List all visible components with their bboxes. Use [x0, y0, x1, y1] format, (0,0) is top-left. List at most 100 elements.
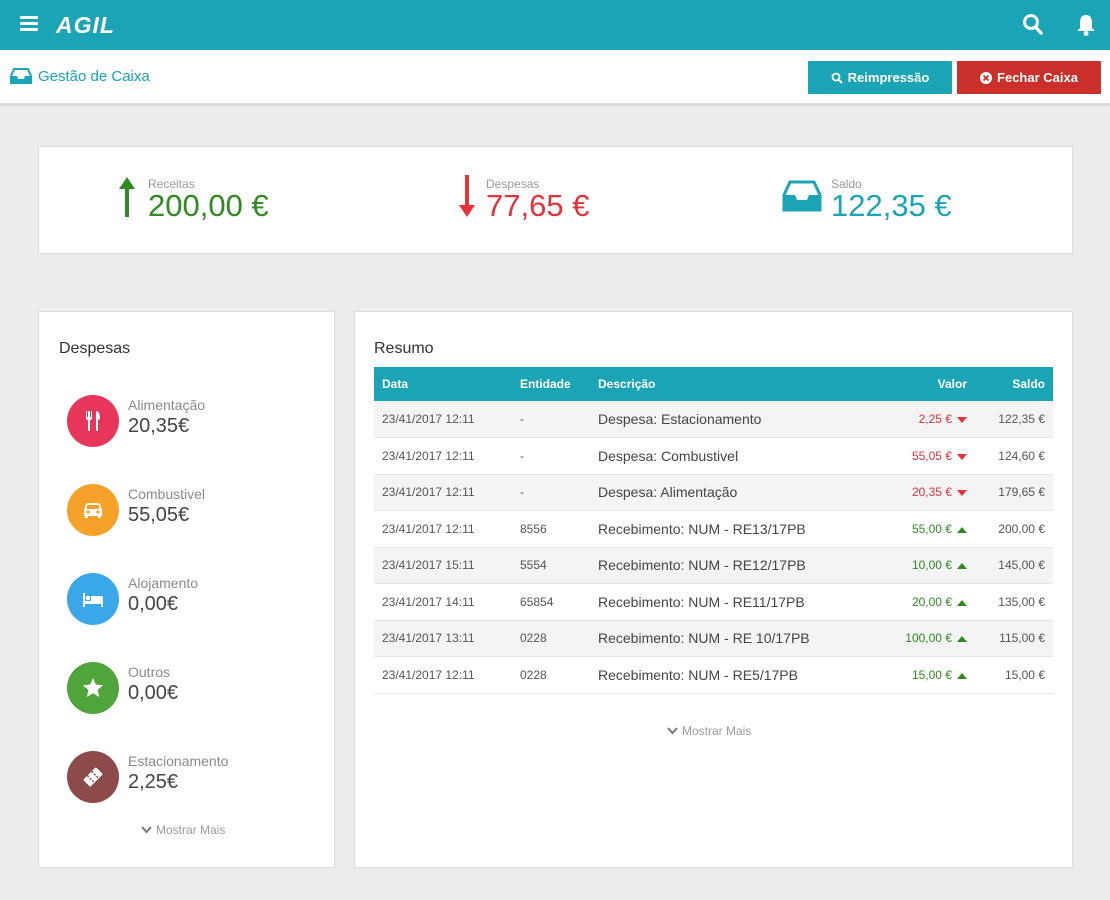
cell-description: Despesa: Estacionamento [590, 401, 880, 438]
column-header-description[interactable]: Descrição [598, 377, 656, 391]
table-row[interactable]: 23/41/2017 12:11 8556 Recebimento: NUM - R… [374, 511, 1053, 548]
table-row[interactable]: 23/41/2017 12:11 - Despesa: Alimentação 20,… [374, 474, 1053, 511]
table-row[interactable]: 23/41/2017 15:11 5554 Recebimento: NUM - R… [374, 547, 1053, 584]
column-header-entity[interactable]: Entidade [520, 377, 571, 391]
cell-balance-text: 122,35 € [998, 412, 1045, 426]
cell-balance: 15,00 € [975, 657, 1053, 694]
expense-category-lodging[interactable]: Alojamento 0,00€ [67, 573, 317, 633]
cell-entity: 5554 [512, 547, 590, 584]
cell-description: Recebimento: NUM - RE 10/17PB [590, 620, 880, 657]
reprint-button[interactable]: Reimpressão [808, 61, 952, 94]
cell-entity: 0228 [512, 657, 590, 694]
caret-up-icon [957, 526, 967, 533]
bed-icon [83, 593, 103, 607]
expense-category-value: 55,05€ [128, 504, 190, 526]
cell-description-text: Recebimento: NUM - RE5/17PB [598, 666, 798, 683]
table-row[interactable]: 23/41/2017 12:11 - Despesa: Estacionamento… [374, 401, 1053, 438]
balance-value: 122,35 € [831, 188, 952, 223]
cell-entity-text: - [520, 448, 524, 463]
cell-date-text: 23/41/2017 12:11 [382, 412, 475, 426]
show-more-expenses-link[interactable]: Mostrar Mais [141, 823, 225, 837]
arrow-up-icon [119, 177, 135, 217]
cell-balance: 200,00 € [975, 511, 1053, 548]
caret-up-icon [957, 599, 967, 606]
expense-label: Despesas [486, 177, 540, 191]
cell-entity-text: 5554 [520, 558, 547, 573]
cell-description-text: Recebimento: NUM - RE12/17PB [598, 557, 806, 574]
column-header-date[interactable]: Data [382, 377, 409, 391]
cell-value-text: 15,00 € [911, 667, 952, 682]
star-icon [83, 678, 103, 697]
show-more-transactions-link[interactable]: Mostrar Mais [667, 724, 751, 738]
search-icon[interactable] [1022, 13, 1044, 37]
cell-balance: 145,00 € [975, 547, 1053, 584]
cell-description: Recebimento: NUM - RE11/17PB [590, 584, 880, 621]
expense-category-food[interactable]: Alimentação 20,35€ [67, 395, 317, 455]
inbox-icon [782, 180, 822, 212]
bell-icon[interactable] [1075, 13, 1097, 37]
cell-value: 15,00 € [880, 657, 975, 694]
cell-value: 20,00 € [880, 584, 975, 621]
brand-logo: AGIL [56, 12, 115, 38]
chevron-down-icon [141, 826, 152, 834]
cell-entity-text: 0228 [520, 631, 547, 646]
expense-category-parking[interactable]: Estacionamento 2,25€ [67, 751, 317, 811]
table-row[interactable]: 23/41/2017 12:11 - Despesa: Combustivel 55,… [374, 438, 1053, 475]
resumo-title: Resumo [374, 340, 434, 357]
close-cash-button[interactable]: Fechar Caixa [957, 61, 1101, 94]
expense-category-value: 20,35€ [128, 415, 190, 437]
transactions-table: Data Entidade Descrição Valor Saldo 23/4… [374, 367, 1053, 694]
caret-up-icon [957, 636, 967, 643]
cell-description-text: Recebimento: NUM - RE11/17PB [598, 593, 805, 610]
cell-date: 23/41/2017 15:11 [374, 547, 512, 584]
expense-category-name: Alimentação [128, 397, 206, 413]
table-row[interactable]: 23/41/2017 13:11 0228 Recebimento: NUM - R… [374, 620, 1053, 657]
summary-table-card: Resumo Data Entidade Descrição Valor Sal… [354, 311, 1073, 868]
cell-balance: 124,60 € [975, 438, 1053, 475]
expense-category-other[interactable]: Outros 0,00€ [67, 662, 317, 722]
expense-category-name: Combustivel [128, 486, 206, 502]
cell-date-text: 23/41/2017 12:11 [382, 485, 475, 500]
cell-description: Despesa: Combustivel [590, 438, 880, 475]
column-header-balance[interactable]: Saldo [1012, 377, 1045, 391]
cell-description: Recebimento: NUM - RE5/17PB [590, 657, 880, 694]
cell-description-text: Despesa: Alimentação [598, 484, 738, 501]
cell-value-text: 20,35 € [911, 485, 952, 500]
page-header: Gestão de Caixa Reimpressão Fechar Caixa [0, 50, 1110, 106]
income-value: 200,00 € [148, 188, 269, 223]
cell-description: Recebimento: NUM - RE13/17PB [590, 511, 880, 548]
expense-category-circle [67, 484, 119, 536]
table-row[interactable]: 23/41/2017 14:11 65854 Recebimento: NUM - … [374, 584, 1053, 621]
cell-date: 23/41/2017 13:11 [374, 620, 512, 657]
cell-date: 23/41/2017 12:11 [374, 401, 512, 438]
reprint-label: Reimpressão [847, 70, 930, 85]
cell-value: 20,35 € [880, 474, 975, 511]
cell-entity: - [512, 438, 590, 475]
breadcrumb[interactable]: Gestão de Caixa [38, 68, 150, 85]
caret-down-icon [957, 416, 967, 423]
expense-category-fuel[interactable]: Combustivel 55,05€ [67, 484, 317, 544]
cell-date-text: 23/41/2017 13:11 [382, 631, 475, 646]
cell-entity: - [512, 474, 590, 511]
caret-down-icon [957, 490, 967, 497]
income-label: Receitas [148, 177, 195, 191]
utensils-icon [86, 411, 100, 431]
expense-category-circle [67, 662, 119, 714]
cell-value-text: 55,00 € [911, 521, 952, 536]
arrow-down-icon [459, 175, 475, 217]
cell-date-text: 23/41/2017 14:11 [382, 594, 475, 609]
table-row[interactable]: 23/41/2017 12:11 0228 Recebimento: NUM - R… [374, 657, 1053, 694]
expense-category-value: 0,00€ [128, 682, 179, 704]
cell-description: Recebimento: NUM - RE12/17PB [590, 547, 880, 584]
cell-entity: - [512, 401, 590, 438]
cell-entity: 8556 [512, 511, 590, 548]
show-more-label: Mostrar Mais [156, 823, 226, 837]
expense-category-name: Outros [128, 664, 171, 680]
column-header-value[interactable]: Valor [937, 377, 967, 391]
show-more-label: Mostrar Mais [682, 724, 752, 738]
menu-icon[interactable] [20, 16, 38, 32]
chevron-down-icon [667, 727, 678, 735]
cell-entity-text: 8556 [520, 521, 547, 536]
cell-description-text: Recebimento: NUM - RE 10/17PB [598, 630, 810, 647]
cell-balance-text: 179,65 € [998, 485, 1045, 500]
